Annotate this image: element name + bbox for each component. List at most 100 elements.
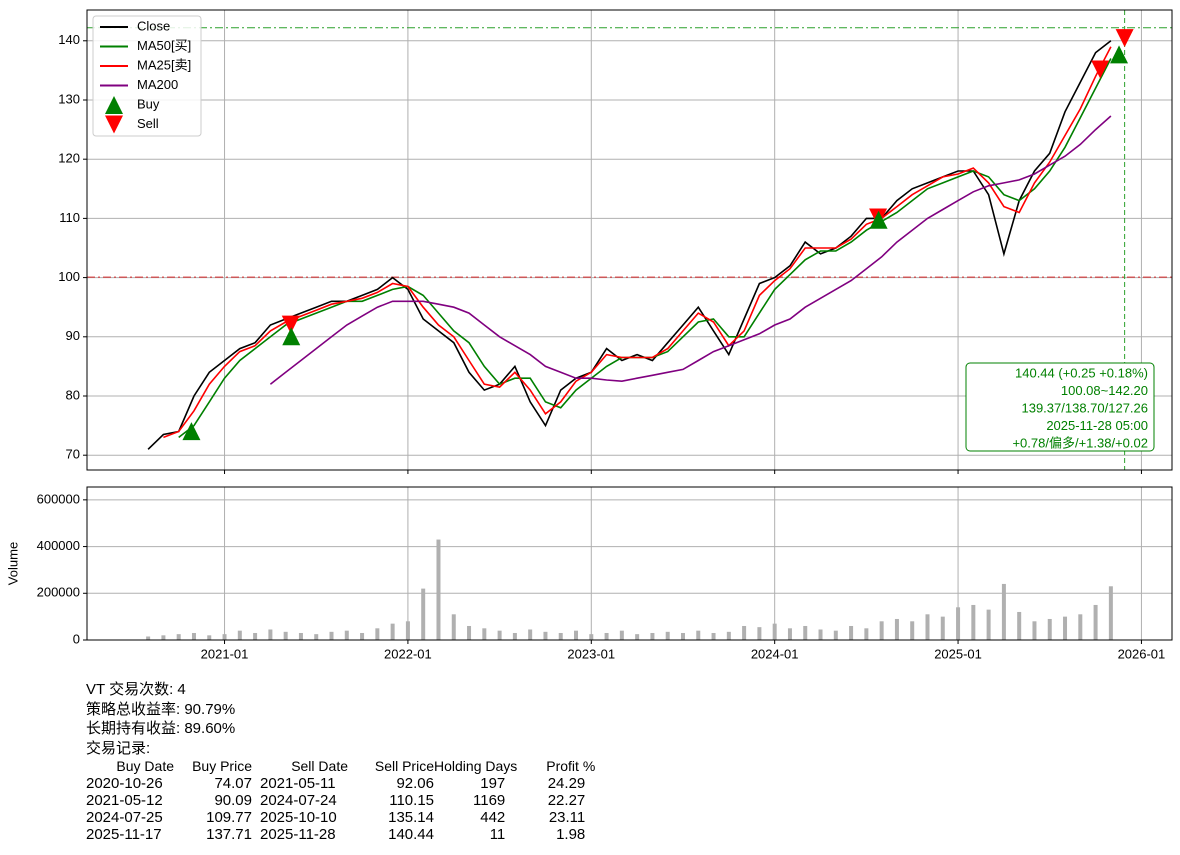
volume-bar xyxy=(176,634,181,640)
volume-bar xyxy=(253,632,258,640)
sell-marker xyxy=(1091,60,1110,79)
y-tick-label: 110 xyxy=(59,210,80,225)
sell-marker xyxy=(1115,29,1134,48)
summary-line: 长期持有收益: 89.60% xyxy=(86,720,236,737)
volume-bar xyxy=(604,632,609,640)
annotation-line: 139.37/138.70/127.26 xyxy=(1021,400,1148,415)
column-header: Profit % xyxy=(546,758,596,774)
volume-bar xyxy=(360,632,365,640)
summary: VT 交易次数: 4 策略总收益率: 90.79% 长期持有收益: 89.60% 交易… xyxy=(86,680,235,758)
table-cell: 2025-10-10 xyxy=(260,809,337,826)
volume-bar xyxy=(451,614,456,640)
volume-bar xyxy=(879,621,884,640)
legend: Close MA50[买] MA25[卖] MA200 Buy Sell xyxy=(92,15,202,137)
volume-bar xyxy=(864,628,869,640)
volume-bar xyxy=(711,632,716,640)
y-tick-label: 70 xyxy=(66,447,80,462)
table-cell: 110.15 xyxy=(389,792,434,809)
annotation-line: 2025-11-28 05:00 xyxy=(1046,418,1148,433)
legend-label: Buy xyxy=(137,96,160,111)
volume-bar xyxy=(1093,604,1098,640)
volume-bar xyxy=(1001,583,1006,640)
volume-bar xyxy=(680,632,685,640)
table-cell: 1.98 xyxy=(556,826,586,843)
legend-label: MA200 xyxy=(137,77,178,92)
volume-bar xyxy=(344,630,349,640)
volume-bar xyxy=(191,632,196,640)
volume-bar xyxy=(650,632,655,640)
summary-line: 交易记录: xyxy=(86,739,151,757)
summary-line: 策略总收益率: 90.79% xyxy=(86,700,236,718)
volume-bar xyxy=(1108,586,1113,640)
annotation-line: 100.08~142.20 xyxy=(1061,383,1148,398)
volume-bar xyxy=(405,621,410,640)
volume-bar xyxy=(329,631,334,640)
volume-bar xyxy=(757,627,762,640)
volume-bar xyxy=(772,623,777,640)
legend-label: MA25[卖] xyxy=(137,57,191,72)
volume-bar xyxy=(589,634,594,640)
volume-bar xyxy=(1032,621,1037,640)
column-header: Buy Date xyxy=(116,758,174,774)
volume-bar xyxy=(971,604,976,640)
table-cell: 137.71 xyxy=(206,826,252,843)
column-header: Holding Days xyxy=(434,758,518,774)
series-line xyxy=(163,46,1112,439)
legend-label: Sell xyxy=(137,116,159,131)
table-cell: 11 xyxy=(489,826,506,843)
volume-bar xyxy=(696,630,701,640)
volume-bar xyxy=(742,625,747,640)
volume-bar xyxy=(1047,618,1052,640)
table-cell: 442 xyxy=(480,809,506,826)
annotation-box xyxy=(965,362,1155,452)
x-tick-label: 2024-01 xyxy=(751,646,799,661)
annotation-line: +0.78/偏多/+1.38/+0.02 xyxy=(1012,435,1148,450)
volume-bar xyxy=(986,609,991,640)
volume-bar xyxy=(436,539,441,640)
volume-bar xyxy=(940,616,945,640)
y-tick-label: 400000 xyxy=(37,538,80,553)
column-header: Buy Price xyxy=(192,758,252,774)
x-tick-label: 2021-01 xyxy=(201,646,249,661)
table-cell: 140.44 xyxy=(388,826,434,843)
buy-marker xyxy=(869,210,888,229)
y-tick-label: 140 xyxy=(58,32,80,47)
volume-bar xyxy=(497,630,502,640)
table-cell: 2025-11-17 xyxy=(86,826,162,843)
x-tick-label: 2022-01 xyxy=(384,646,432,661)
table-cell: 135.14 xyxy=(388,809,434,826)
annotation-line: 140.44 (+0.25 +0.18%) xyxy=(1015,365,1148,380)
volume-bar xyxy=(833,630,838,640)
table-cell: 22.27 xyxy=(547,792,586,809)
table-cell: 2024-07-24 xyxy=(260,792,337,809)
volume-bar xyxy=(467,625,472,640)
volume-bar xyxy=(925,614,930,640)
volume-bar xyxy=(1078,614,1083,640)
volume-bar xyxy=(222,634,227,640)
table-cell: 2021-05-12 xyxy=(86,792,163,809)
volume-bar xyxy=(787,628,792,640)
table-cell: 109.77 xyxy=(206,809,252,826)
table-row: 2021-05-12 90.09 2024-07-24 110.15 1169 22.27 xyxy=(86,792,595,809)
chart: 70 80 90 100 110 120 130 140 Close MA50[买] MA25[卖]… xyxy=(5,9,1173,661)
sell-marker xyxy=(281,315,300,334)
table-cell: 197 xyxy=(480,775,506,792)
volume-bar xyxy=(161,635,166,640)
buy-marker xyxy=(1110,45,1129,64)
volume-bar xyxy=(910,621,915,640)
plot-frame xyxy=(86,9,1173,471)
trade-table: Buy Date Buy Price Sell Date Sell Price Hold… xyxy=(86,758,595,843)
table-cell: 2024-07-25 xyxy=(86,809,163,826)
volume-bar xyxy=(482,628,487,640)
volume-bar xyxy=(574,630,579,640)
volume-bar xyxy=(421,588,426,640)
table-cell: 74.07 xyxy=(214,775,252,792)
volume-bar xyxy=(619,630,624,640)
legend-label: Close xyxy=(137,18,170,33)
volume-bar xyxy=(894,618,899,640)
column-header: Sell Price xyxy=(374,758,434,774)
y-tick-label: 0 xyxy=(73,631,80,646)
buy-marker xyxy=(282,327,301,346)
series-line xyxy=(269,115,1112,385)
